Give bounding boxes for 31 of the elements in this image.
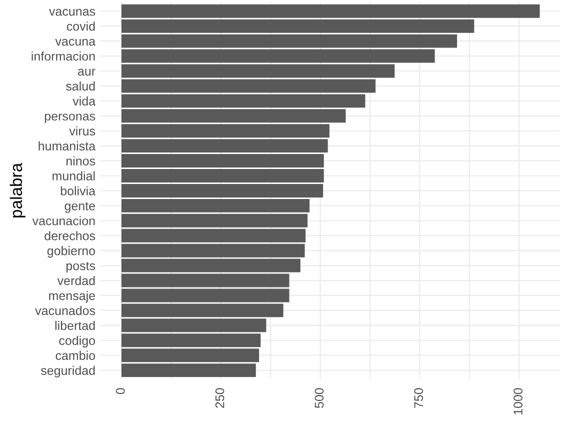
y-tick-label: mundial [52, 171, 95, 180]
y-tick-label: ninos [66, 156, 96, 166]
y-tick-label: vacunas [49, 8, 96, 16]
y-tick-label: salud [66, 81, 95, 91]
y-tick-label: personas [44, 114, 96, 124]
y-tick-label: informacion [32, 52, 95, 61]
y-tick-label: derechos [44, 231, 96, 240]
y-tick-label: cambio [56, 350, 96, 360]
y-tick-label: virus [69, 126, 96, 136]
y-tick-label: seguridad [40, 366, 95, 378]
x-tick-label: 0 [116, 388, 125, 394]
y-tick-label: gobierno [47, 246, 96, 258]
y-tick-label: vacunados [35, 306, 96, 316]
y-tick-label: gente [64, 202, 95, 213]
x-tick-label: 1000 [514, 388, 522, 414]
y-axis-title: palabra [10, 162, 26, 218]
y-tick-label: vacuna [55, 38, 96, 46]
y-tick-label: vacunacion [32, 216, 95, 226]
y-tick-label: libertad [55, 320, 95, 330]
x-tick-label: 250 [215, 388, 224, 408]
y-tick-label: vida [72, 96, 96, 106]
y-tick-label: aur [78, 68, 96, 76]
y-tick-label: mensaje [49, 290, 95, 303]
x-tick-label: 750 [414, 388, 424, 408]
y-tick-label: bolivia [60, 186, 96, 196]
y-tick-label: verdad [57, 276, 95, 286]
y-tick-label: covid [66, 22, 95, 31]
y-tick-label: codigo [59, 336, 96, 348]
y-tick-label: posts [66, 262, 96, 273]
x-tick-label: 500 [314, 388, 324, 408]
y-tick-label: humanista [38, 141, 96, 150]
